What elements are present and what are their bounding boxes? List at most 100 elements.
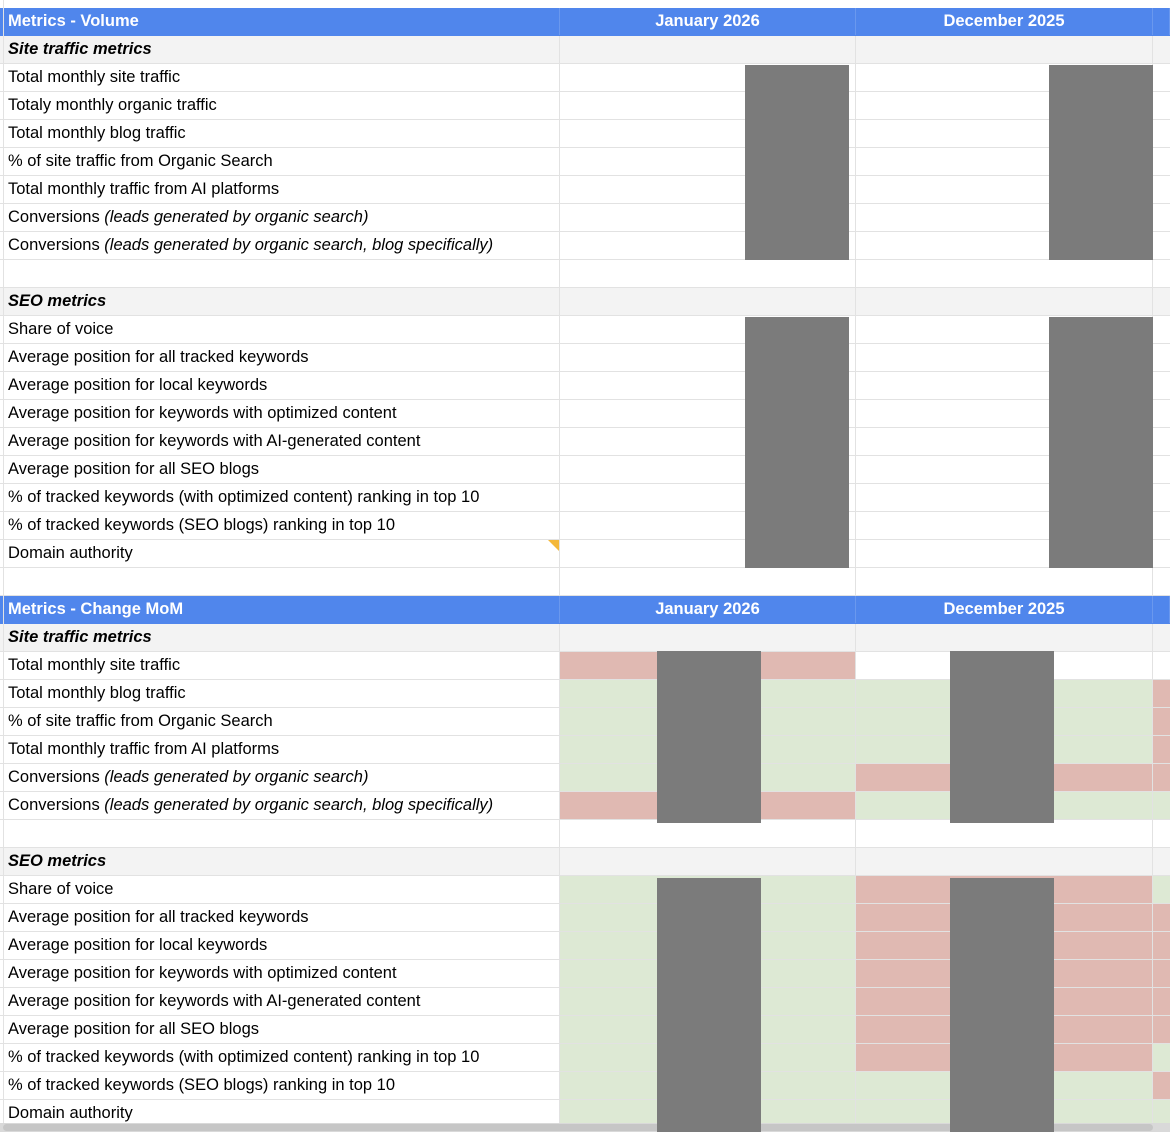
metric-label-cell[interactable]: Conversions (leads generated by organic … — [3, 764, 560, 791]
empty-cell[interactable] — [3, 260, 560, 287]
next-column-cell[interactable] — [1153, 372, 1170, 399]
next-column-cell[interactable] — [1153, 764, 1170, 791]
next-column-cell[interactable] — [1153, 624, 1170, 651]
jan-value-cell[interactable] — [560, 120, 856, 147]
jan-value-cell[interactable] — [560, 204, 856, 231]
metric-label-cell[interactable]: Domain authority — [3, 540, 560, 567]
horizontal-scrollbar-thumb[interactable] — [3, 1124, 1153, 1131]
jan-value-cell[interactable] — [560, 260, 856, 287]
next-column-cell[interactable] — [1153, 176, 1170, 203]
metric-label-cell[interactable]: Average position for all tracked keyword… — [3, 344, 560, 371]
next-column-cell[interactable] — [1153, 652, 1170, 679]
metric-label-cell[interactable]: Total monthly site traffic — [3, 64, 560, 91]
column-header-next[interactable] — [1153, 8, 1170, 35]
jan-value-cell[interactable] — [560, 176, 856, 203]
metric-label-cell[interactable]: Average position for keywords with optim… — [3, 960, 560, 987]
metric-label-cell[interactable]: Average position for keywords with AI-ge… — [3, 428, 560, 455]
jan-value-cell[interactable] — [560, 540, 856, 567]
jan-value-cell[interactable] — [560, 428, 856, 455]
next-column-cell[interactable] — [1153, 988, 1170, 1015]
next-column-cell[interactable] — [1153, 316, 1170, 343]
next-column-cell[interactable] — [1153, 540, 1170, 567]
jan-value-cell[interactable] — [560, 36, 856, 63]
next-column-cell[interactable] — [1153, 1016, 1170, 1043]
metric-label-cell[interactable]: % of site traffic from Organic Search — [3, 708, 560, 735]
metric-label-cell[interactable]: % of tracked keywords (with optimized co… — [3, 1044, 560, 1071]
dec-value-cell[interactable] — [856, 288, 1153, 315]
jan-value-cell[interactable] — [560, 232, 856, 259]
metric-label-cell[interactable]: Conversions (leads generated by organic … — [3, 792, 560, 819]
next-column-cell[interactable] — [1153, 484, 1170, 511]
next-column-cell[interactable] — [1153, 120, 1170, 147]
metric-label-cell[interactable]: Total monthly traffic from AI platforms — [3, 736, 560, 763]
next-column-cell[interactable] — [1153, 960, 1170, 987]
next-column-cell[interactable] — [1153, 400, 1170, 427]
dec-value-cell[interactable] — [856, 820, 1153, 847]
column-header-january[interactable]: January 2026 — [560, 596, 856, 623]
next-column-cell[interactable] — [1153, 456, 1170, 483]
metric-label-cell[interactable]: Average position for keywords with AI-ge… — [3, 988, 560, 1015]
next-column-cell[interactable] — [1153, 204, 1170, 231]
dec-value-cell[interactable] — [856, 652, 1153, 679]
jan-value-cell[interactable] — [560, 288, 856, 315]
metric-label-cell[interactable]: Conversions (leads generated by organic … — [3, 232, 560, 259]
next-column-cell[interactable] — [1153, 92, 1170, 119]
jan-value-cell[interactable] — [560, 484, 856, 511]
metric-label-cell[interactable]: Totaly monthly organic traffic — [3, 92, 560, 119]
next-column-cell[interactable] — [1153, 1072, 1170, 1099]
jan-value-cell[interactable] — [560, 64, 856, 91]
metric-label-cell[interactable]: Total monthly site traffic — [3, 652, 560, 679]
next-column-cell[interactable] — [1153, 260, 1170, 287]
column-header-january[interactable]: January 2026 — [560, 8, 856, 35]
metric-label-cell[interactable]: Domain authority — [3, 1100, 560, 1127]
dec-value-cell[interactable] — [856, 568, 1153, 595]
next-column-cell[interactable] — [1153, 1044, 1170, 1071]
next-column-cell[interactable] — [1153, 904, 1170, 931]
next-column-cell[interactable] — [1153, 680, 1170, 707]
dec-value-cell[interactable] — [856, 624, 1153, 651]
next-column-cell[interactable] — [1153, 288, 1170, 315]
metric-label-cell[interactable]: % of tracked keywords (SEO blogs) rankin… — [3, 512, 560, 539]
jan-value-cell[interactable] — [560, 568, 856, 595]
dec-value-cell[interactable] — [856, 36, 1153, 63]
next-column-cell[interactable] — [1153, 64, 1170, 91]
next-column-cell[interactable] — [1153, 344, 1170, 371]
empty-cell[interactable] — [3, 568, 560, 595]
jan-value-cell[interactable] — [560, 456, 856, 483]
next-column-cell[interactable] — [1153, 932, 1170, 959]
cell-note-indicator[interactable] — [548, 540, 559, 551]
jan-value-cell[interactable] — [560, 148, 856, 175]
next-column-cell[interactable] — [1153, 568, 1170, 595]
next-column-cell[interactable] — [1153, 512, 1170, 539]
next-column-cell[interactable] — [1153, 1100, 1170, 1127]
metric-label-cell[interactable]: % of tracked keywords (SEO blogs) rankin… — [3, 1072, 560, 1099]
metric-label-cell[interactable]: Share of voice — [3, 316, 560, 343]
column-header-december[interactable]: December 2025 — [856, 596, 1153, 623]
metric-label-cell[interactable]: % of tracked keywords (with optimized co… — [3, 484, 560, 511]
metric-label-cell[interactable]: Average position for local keywords — [3, 932, 560, 959]
metric-label-cell[interactable]: Average position for local keywords — [3, 372, 560, 399]
next-column-cell[interactable] — [1153, 792, 1170, 819]
metric-label-cell[interactable]: Total monthly blog traffic — [3, 120, 560, 147]
empty-cell[interactable] — [3, 820, 560, 847]
jan-value-cell[interactable] — [560, 820, 856, 847]
jan-value-cell[interactable] — [560, 316, 856, 343]
next-column-cell[interactable] — [1153, 736, 1170, 763]
column-header-next[interactable] — [1153, 596, 1170, 623]
metric-label-cell[interactable]: Share of voice — [3, 876, 560, 903]
next-column-cell[interactable] — [1153, 232, 1170, 259]
jan-value-cell[interactable] — [560, 400, 856, 427]
metric-label-cell[interactable]: Total monthly blog traffic — [3, 680, 560, 707]
jan-value-cell[interactable] — [560, 92, 856, 119]
metric-label-cell[interactable]: Average position for keywords with optim… — [3, 400, 560, 427]
next-column-cell[interactable] — [1153, 148, 1170, 175]
dec-value-cell[interactable] — [856, 848, 1153, 875]
next-column-cell[interactable] — [1153, 708, 1170, 735]
jan-value-cell[interactable] — [560, 372, 856, 399]
metric-label-cell[interactable]: Total monthly traffic from AI platforms — [3, 176, 560, 203]
metric-label-cell[interactable]: Average position for all tracked keyword… — [3, 904, 560, 931]
metric-label-cell[interactable]: Average position for all SEO blogs — [3, 1016, 560, 1043]
metric-label-cell[interactable]: Average position for all SEO blogs — [3, 456, 560, 483]
jan-value-cell[interactable] — [560, 512, 856, 539]
next-column-cell[interactable] — [1153, 876, 1170, 903]
